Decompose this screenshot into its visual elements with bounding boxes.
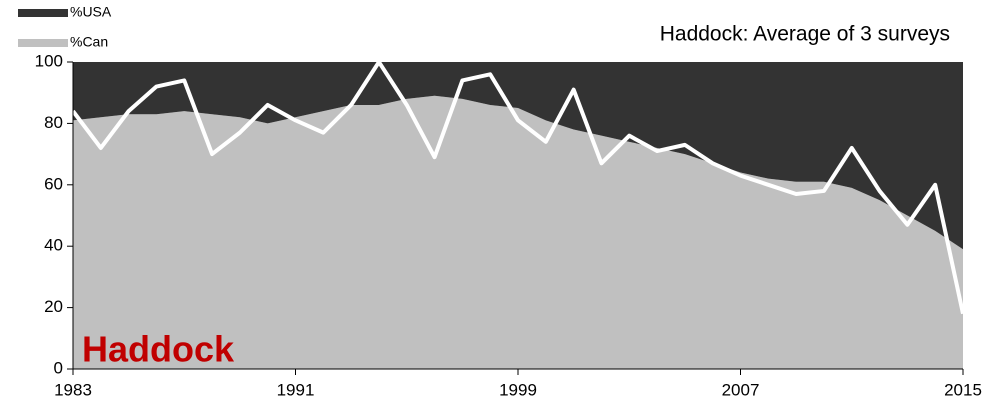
chart-title: Haddock: Average of 3 surveys: [660, 23, 950, 46]
x-tick-label: 1999: [499, 380, 537, 399]
x-tick-label: 2007: [722, 380, 760, 399]
y-tick-label: 20: [44, 297, 63, 316]
y-tick-label: 60: [44, 174, 63, 193]
x-tick-label: 1991: [277, 380, 315, 399]
legend-label: %Can: [70, 34, 108, 50]
legend-swatch: [18, 9, 68, 17]
line: [71, 60, 965, 315]
x-tick-label: 1983: [54, 380, 92, 399]
y-tick-label: 100: [35, 51, 63, 70]
y-tick-label: 80: [44, 113, 63, 132]
x-tick-label: 2015: [944, 380, 982, 399]
legend-swatch: [18, 39, 68, 47]
y-tick-label: 40: [44, 236, 63, 255]
legend-label: %USA: [70, 4, 112, 20]
area: [73, 95, 963, 370]
y-tick-label: 0: [54, 358, 63, 377]
annotation: Haddock: [82, 329, 235, 370]
area: [73, 62, 963, 250]
